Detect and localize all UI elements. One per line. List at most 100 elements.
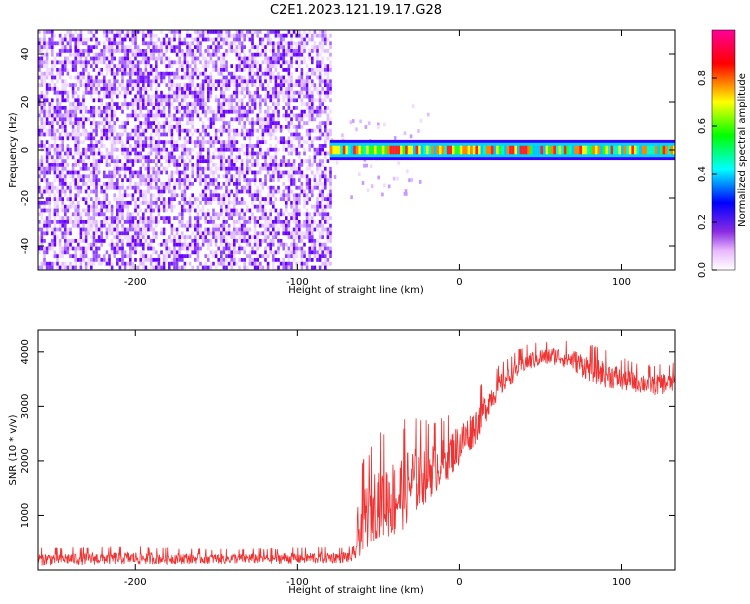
heatmap-cell: [92, 56, 96, 61]
x-tick-label: -100: [286, 277, 309, 288]
heatmap-cell: [71, 254, 75, 258]
heatmap-cell: [196, 83, 200, 87]
heatmap-cell: [82, 68, 85, 72]
heatmap-cell: [100, 223, 103, 228]
heatmap-cell: [321, 98, 324, 103]
heatmap-cell: [194, 239, 197, 243]
heatmap-cell: [227, 254, 231, 258]
heatmap-cell: [204, 212, 207, 217]
heatmap-cell: [282, 223, 285, 228]
colorbar-tick-label: 0.6: [697, 118, 708, 134]
heatmap-cell: [214, 166, 218, 171]
heatmap-cell: [298, 155, 301, 160]
heatmap-cell: [121, 212, 124, 217]
signal-band-cell: [511, 145, 515, 155]
heatmap-cell: [277, 258, 280, 262]
heatmap-cell: [235, 239, 239, 243]
heatmap-cell: [318, 178, 322, 182]
heatmap-cell: [121, 239, 124, 243]
heatmap-cell: [126, 193, 129, 198]
heatmap-cell: [300, 102, 304, 106]
heatmap-cell: [246, 170, 249, 175]
heatmap-cell: [84, 174, 88, 179]
heatmap-cell: [209, 220, 213, 224]
heatmap-cell: [282, 170, 285, 175]
heatmap-cell: [168, 159, 171, 163]
heatmap-cell: [87, 136, 90, 141]
heatmap-cell: [326, 113, 330, 118]
heatmap-cell: [74, 136, 77, 141]
heatmap-cell: [313, 83, 317, 87]
heatmap-cell: [199, 49, 202, 53]
heatmap-cell: [38, 45, 41, 49]
heatmap-cell: [300, 49, 304, 53]
heatmap-cell: [97, 170, 101, 175]
signal-band-cell: [652, 145, 655, 155]
heatmap-cell: [123, 121, 127, 125]
heatmap-cell: [303, 174, 306, 179]
heatmap-cell: [217, 258, 220, 262]
heatmap-cell: [225, 166, 228, 171]
heatmap-cell: [248, 250, 252, 255]
heatmap-cell: [191, 56, 194, 61]
heatmap-cell: [324, 41, 327, 46]
heatmap-cell: [279, 170, 283, 175]
heatmap-cell: [199, 132, 202, 137]
heatmap-cell: [126, 220, 129, 224]
heatmap-cell: [191, 71, 194, 76]
heatmap-cell: [139, 98, 142, 103]
heatmap-cell: [261, 52, 265, 57]
heatmap-cell: [377, 122, 380, 127]
heatmap-cell: [79, 155, 83, 160]
heatmap-cell: [212, 83, 215, 87]
heatmap-cell: [264, 163, 267, 167]
heatmap-cell: [168, 163, 171, 167]
heatmap-cell: [165, 45, 168, 49]
heatmap-cell: [266, 220, 270, 224]
heatmap-cell: [69, 106, 72, 110]
heatmap-cell: [38, 113, 41, 118]
heatmap-cell: [82, 250, 85, 255]
heatmap-cell: [157, 261, 161, 266]
heatmap-cell: [87, 231, 90, 236]
heatmap-cell: [279, 33, 283, 38]
heatmap-cell: [61, 98, 64, 103]
heatmap-cell: [121, 121, 124, 125]
heatmap-cell: [134, 128, 137, 133]
heatmap-cell: [199, 246, 202, 251]
heatmap-cell: [287, 193, 291, 198]
heatmap-cell: [66, 60, 70, 65]
heatmap-cell: [74, 170, 77, 175]
heatmap-cell: [79, 159, 83, 163]
heatmap-cell: [40, 117, 44, 122]
heatmap-cell: [194, 102, 197, 106]
heatmap-cell: [313, 250, 317, 255]
heatmap-cell: [279, 193, 283, 198]
heatmap-cell: [207, 220, 210, 224]
heatmap-cell: [173, 37, 176, 42]
heatmap-cell: [97, 182, 101, 186]
heatmap-cell: [191, 49, 194, 53]
heatmap-cell: [235, 159, 239, 163]
heatmap-cell: [256, 204, 259, 209]
heatmap-cell: [191, 163, 194, 167]
heatmap-cell: [188, 212, 192, 217]
heatmap-cell: [92, 231, 96, 236]
heatmap-cell: [207, 163, 210, 167]
heatmap-cell: [235, 170, 239, 175]
heatmap-cell: [183, 159, 187, 163]
heatmap-cell: [417, 129, 420, 133]
heatmap-cell: [123, 220, 127, 224]
heatmap-cell: [321, 182, 324, 186]
heatmap-cell: [110, 140, 114, 144]
heatmap-cell: [160, 163, 163, 167]
heatmap-cell: [175, 83, 179, 87]
heatmap-cell: [134, 159, 137, 163]
heatmap-cell: [324, 94, 327, 99]
heatmap-cell: [77, 242, 80, 247]
heatmap-cell: [196, 242, 200, 247]
heatmap-cell: [131, 128, 135, 133]
heatmap-cell: [298, 140, 301, 144]
heatmap-cell: [110, 41, 114, 46]
